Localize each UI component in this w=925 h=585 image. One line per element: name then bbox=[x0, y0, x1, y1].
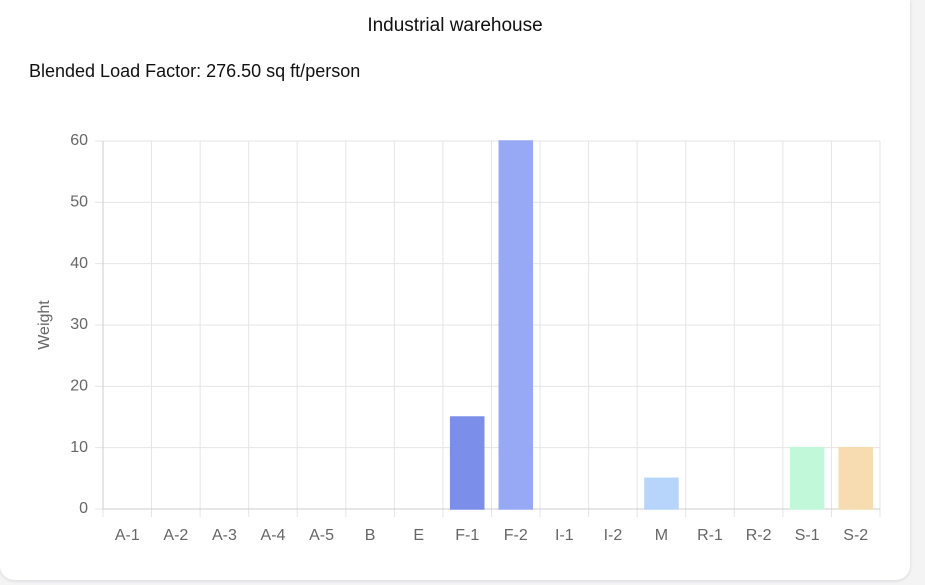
y-tick-label: 10 bbox=[70, 439, 88, 456]
chart-subtitle: Blended Load Factor: 276.50 sq ft/person bbox=[29, 61, 360, 81]
x-tick-label: A-4 bbox=[261, 527, 286, 544]
y-tick-label: 30 bbox=[70, 316, 88, 333]
x-tick-label: A-1 bbox=[115, 527, 140, 544]
y-tick-label: 20 bbox=[70, 378, 88, 395]
chart-card: Industrial warehouse Blended Load Factor… bbox=[0, 0, 910, 580]
bar bbox=[838, 446, 873, 510]
x-tick-label: A-2 bbox=[163, 527, 188, 544]
x-tick-label: F-1 bbox=[455, 527, 479, 544]
y-tick-label: 0 bbox=[79, 500, 88, 517]
x-tick-label: A-3 bbox=[212, 527, 237, 544]
bar bbox=[644, 477, 679, 510]
y-tick-label: 60 bbox=[70, 132, 88, 149]
chart-title: Industrial warehouse bbox=[367, 15, 542, 36]
x-tick-label: R-1 bbox=[697, 527, 723, 544]
x-tick-label: F-2 bbox=[504, 527, 528, 544]
bar bbox=[789, 446, 825, 510]
y-tick-label: 50 bbox=[70, 194, 88, 211]
bar bbox=[498, 140, 534, 510]
x-tick-label: I-2 bbox=[604, 527, 623, 544]
bar bbox=[449, 416, 485, 510]
x-tick-label: S-2 bbox=[843, 527, 868, 544]
x-tick-label: B bbox=[365, 527, 376, 544]
x-tick-label: M bbox=[655, 527, 668, 544]
y-tick-label: 40 bbox=[70, 255, 88, 272]
x-tick-label: R-2 bbox=[746, 527, 772, 544]
x-tick-label: A-5 bbox=[309, 527, 334, 544]
x-tick-label: I-1 bbox=[555, 527, 574, 544]
chart: Industrial warehouse Blended Load Factor… bbox=[29, 15, 881, 544]
x-tick-label: S-1 bbox=[795, 527, 820, 544]
y-axis-title: Weight bbox=[36, 300, 53, 350]
x-tick-label: E bbox=[413, 527, 424, 544]
